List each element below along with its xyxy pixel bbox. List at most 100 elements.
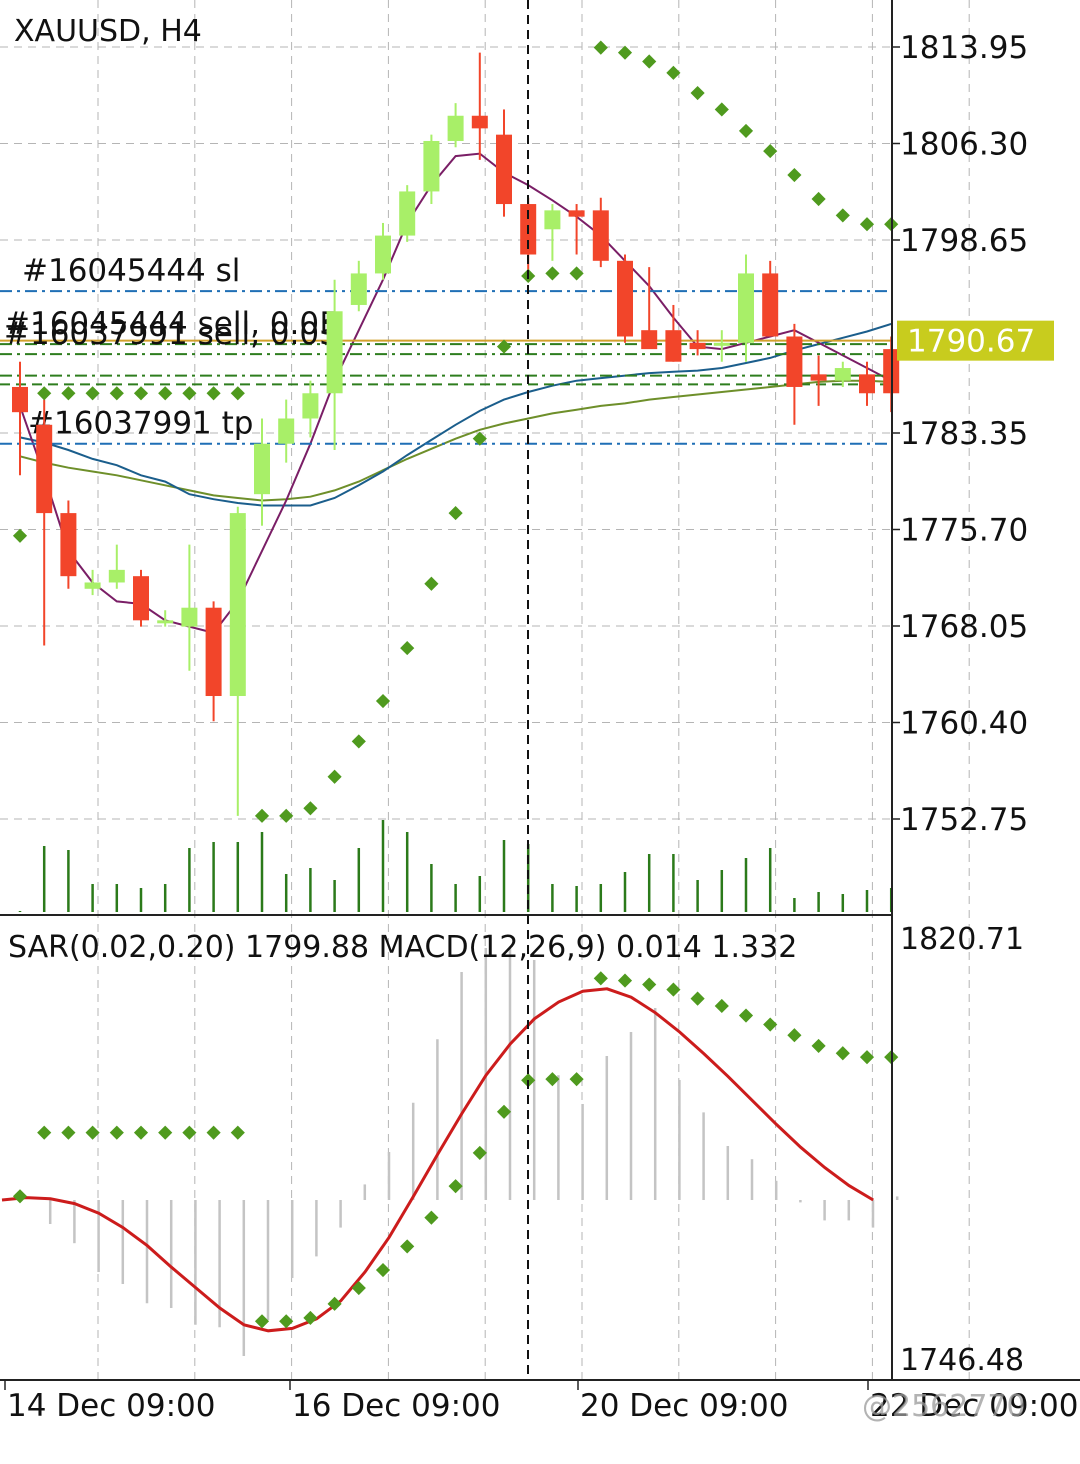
sub-sar-dot bbox=[85, 1125, 100, 1140]
candle-bull[interactable] bbox=[399, 191, 416, 236]
time-tick-label: 16 Dec 09:00 bbox=[292, 1388, 500, 1424]
candle-bear[interactable] bbox=[665, 330, 682, 362]
candle-bear[interactable] bbox=[496, 134, 512, 205]
sub-sar-dot bbox=[617, 973, 633, 988]
sar-dot bbox=[279, 808, 294, 823]
price-tick-label: 1752.75 bbox=[900, 802, 1028, 838]
candle-bull[interactable] bbox=[423, 140, 440, 192]
candle-bull[interactable] bbox=[302, 393, 319, 419]
sub-sar-dot bbox=[545, 1072, 560, 1087]
candle-bear[interactable] bbox=[641, 330, 658, 350]
sar-dot bbox=[85, 386, 100, 401]
indicator-label: SAR(0.02,0.20) 1799.88 MACD(12,26,9) 0.0… bbox=[8, 930, 797, 965]
candle-bear[interactable] bbox=[810, 374, 827, 381]
sub-sar-dot bbox=[714, 998, 729, 1014]
candle-bear[interactable] bbox=[60, 513, 77, 577]
current-price-label: 1790.67 bbox=[907, 324, 1035, 360]
sar-dot bbox=[593, 40, 608, 55]
candle-bear[interactable] bbox=[12, 386, 28, 413]
sar-dot bbox=[351, 734, 366, 749]
price-tick-label: 1798.65 bbox=[900, 223, 1028, 259]
order-line-label: #16037991 tp bbox=[28, 406, 253, 442]
sub-sar-dot bbox=[61, 1125, 76, 1140]
price-tick-label: 1768.05 bbox=[900, 609, 1028, 645]
candle-bull[interactable] bbox=[108, 569, 125, 583]
sub-axis-bottom-label: 1746.48 bbox=[900, 1343, 1024, 1378]
macd-signal-line bbox=[1, 987, 874, 1333]
sar-dot bbox=[690, 85, 705, 101]
current-price-tag bbox=[897, 320, 1054, 361]
candle-bear[interactable] bbox=[689, 342, 706, 350]
ma-slow-line bbox=[19, 379, 892, 502]
candle-bear[interactable] bbox=[133, 576, 149, 621]
candle-bear[interactable] bbox=[762, 273, 779, 337]
sar-dot bbox=[787, 167, 802, 183]
candle-bull[interactable] bbox=[834, 368, 851, 381]
sar-dot bbox=[133, 386, 149, 401]
time-tick-label: 20 Dec 09:00 bbox=[580, 1388, 788, 1424]
sub-sar-dot bbox=[472, 1145, 487, 1160]
price-tick-label: 1760.40 bbox=[900, 706, 1028, 742]
sub-sar-dot bbox=[787, 1028, 802, 1043]
candle-bull[interactable] bbox=[229, 513, 246, 697]
sar-dot bbox=[254, 808, 270, 823]
sub-sar-dot bbox=[133, 1125, 149, 1140]
candle-bull[interactable] bbox=[738, 273, 754, 343]
candle-bull[interactable] bbox=[84, 582, 101, 589]
candle-bull[interactable] bbox=[326, 311, 343, 394]
candle-bull[interactable] bbox=[181, 607, 198, 627]
candle-bull[interactable] bbox=[713, 342, 730, 346]
sub-sar-dot bbox=[327, 1296, 342, 1311]
sub-sar-dot bbox=[835, 1046, 850, 1061]
sar-dot bbox=[206, 386, 221, 401]
sar-dot bbox=[617, 45, 633, 60]
order-line-label: #16045444 sl bbox=[22, 253, 240, 289]
time-tick-label: 14 Dec 09:00 bbox=[7, 1388, 215, 1424]
candle-bear[interactable] bbox=[36, 424, 53, 514]
sar-dot bbox=[182, 386, 197, 401]
sar-dot bbox=[738, 123, 754, 138]
candle-bull[interactable] bbox=[254, 443, 270, 495]
candle-bear[interactable] bbox=[568, 210, 585, 217]
order-line-label: #16037991 sell, 0.05 bbox=[4, 316, 339, 352]
sar-dot bbox=[12, 528, 28, 543]
sar-dot bbox=[714, 102, 729, 117]
candle-bear[interactable] bbox=[205, 607, 222, 697]
candle-bull[interactable] bbox=[447, 115, 464, 141]
price-tick-label: 1783.35 bbox=[900, 416, 1028, 452]
sub-sar-dot bbox=[158, 1125, 173, 1140]
sub-sar-dot bbox=[569, 1072, 584, 1087]
sub-sar-dot bbox=[738, 1008, 754, 1023]
sar-dot bbox=[109, 386, 124, 401]
sar-dot bbox=[375, 693, 391, 709]
sar-dot bbox=[448, 506, 463, 521]
candle-bear[interactable] bbox=[592, 210, 609, 261]
symbol-title: XAUUSD, H4 bbox=[14, 14, 202, 49]
candle-bull[interactable] bbox=[157, 620, 174, 624]
sar-dot bbox=[424, 576, 439, 591]
sar-dot bbox=[158, 386, 173, 401]
sub-sar-dot bbox=[448, 1179, 463, 1194]
ma-fast-line bbox=[19, 152, 892, 635]
candle-bull[interactable] bbox=[350, 273, 367, 305]
candle-bull[interactable] bbox=[544, 210, 561, 230]
candle-bull[interactable] bbox=[375, 235, 391, 274]
sar-dot bbox=[835, 208, 850, 223]
sub-sar-dot bbox=[375, 1262, 391, 1278]
candle-bear[interactable] bbox=[786, 336, 803, 387]
sar-dot bbox=[472, 431, 487, 446]
candle-bear[interactable] bbox=[471, 115, 488, 129]
candle-bear[interactable] bbox=[859, 374, 875, 394]
watermark: @2562770 bbox=[862, 1389, 1026, 1424]
candle-bull[interactable] bbox=[278, 418, 295, 444]
sar-dot bbox=[496, 339, 512, 354]
sar-dot bbox=[303, 801, 318, 816]
sub-sar-dot bbox=[859, 1050, 875, 1065]
sub-sar-dot bbox=[109, 1125, 124, 1140]
sub-sar-dot bbox=[811, 1038, 826, 1053]
price-tick-label: 1813.95 bbox=[900, 30, 1028, 66]
sub-sar-dot bbox=[400, 1239, 415, 1254]
candle-bear[interactable] bbox=[617, 260, 633, 337]
sub-sar-dot bbox=[206, 1125, 221, 1140]
